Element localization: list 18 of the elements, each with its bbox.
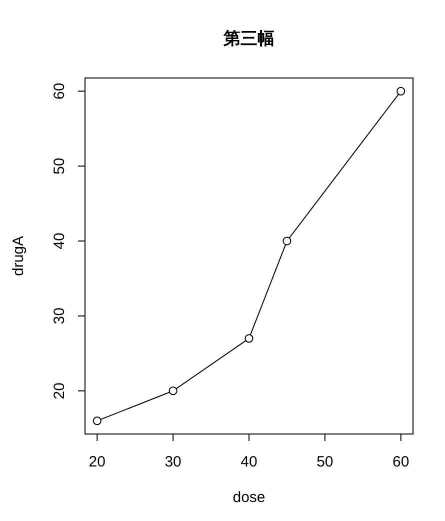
y-tick-label: 20 xyxy=(51,382,68,400)
y-tick-label: 40 xyxy=(51,232,68,250)
x-tick-label: 60 xyxy=(392,454,410,471)
point xyxy=(168,386,178,396)
y-tick-label: 60 xyxy=(51,82,68,100)
chart-title: 第三幅 xyxy=(222,29,276,49)
x-axis-title: dose xyxy=(232,489,266,507)
y-tick-label: 30 xyxy=(51,308,68,324)
y-axis-title: drugA xyxy=(10,236,28,276)
point xyxy=(92,416,102,426)
point xyxy=(396,86,406,96)
x-tick-label: 20 xyxy=(88,454,106,471)
point xyxy=(282,236,292,246)
x-tick-label: 40 xyxy=(240,454,258,471)
y-tick-label: 50 xyxy=(51,158,68,174)
point xyxy=(244,334,254,343)
x-tick-label: 50 xyxy=(316,454,334,471)
x-tick-label: 30 xyxy=(164,454,182,471)
